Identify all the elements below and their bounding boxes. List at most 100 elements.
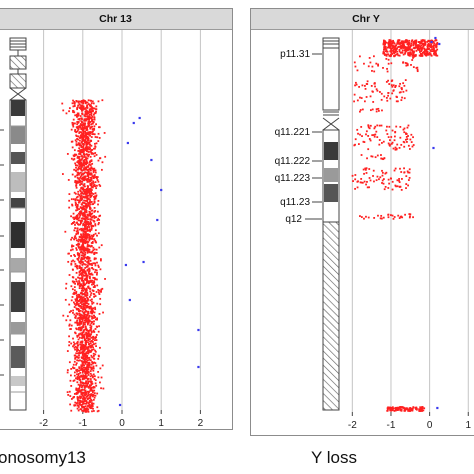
chry-data-point <box>402 82 405 85</box>
chr13-data-point <box>81 391 84 394</box>
chr13-data-point <box>90 190 93 193</box>
chr13-data-point <box>82 400 85 403</box>
chr13-data-point <box>90 228 93 231</box>
chr13-data-point <box>76 392 79 395</box>
chr13-data-point <box>89 161 91 164</box>
chr13-data-point <box>83 99 86 102</box>
chr13-data-point <box>95 184 98 187</box>
chry-data-point <box>431 50 434 53</box>
chry-data-point <box>386 133 389 135</box>
chr13-data-point <box>91 185 93 188</box>
chr13-data-point <box>79 317 82 319</box>
chr13-data-point <box>79 336 81 339</box>
chr13-data-point <box>84 190 86 193</box>
chr13-data-point <box>91 242 94 244</box>
chry-data-point <box>395 53 398 56</box>
chr13-data-point <box>91 361 93 363</box>
chr13-data-point <box>92 246 95 249</box>
chr13-data-point <box>86 261 89 263</box>
chry-data-point <box>387 178 390 181</box>
chr13-data-point <box>95 325 98 328</box>
chr13-data-point <box>89 218 92 221</box>
chr13-ideogram <box>0 37 27 411</box>
chr13-data-point <box>82 143 85 145</box>
chr13-data-point <box>85 106 88 109</box>
chry-data-point <box>367 216 370 219</box>
chr13-data-point <box>75 271 78 274</box>
chr13-data-point <box>83 407 86 410</box>
chr13-data-point <box>84 115 87 118</box>
chr13-data-point <box>94 195 96 198</box>
chr13-data-point <box>89 99 92 102</box>
chr13-data-point <box>77 276 80 279</box>
chr13-data-point <box>82 238 85 241</box>
chr13-data-point <box>77 246 80 249</box>
chr13-data-point <box>75 315 77 317</box>
chr13-data-point <box>86 251 89 254</box>
chry-data-point <box>371 134 374 137</box>
chry-data-point <box>424 41 427 43</box>
chry-data-point <box>375 62 378 65</box>
chr13-data-point <box>80 322 82 324</box>
chry-data-point <box>405 64 408 67</box>
chry-data-point <box>408 168 411 171</box>
chry-data-point <box>365 96 368 98</box>
chr13-data-point <box>74 192 77 195</box>
chry-data-point <box>365 83 368 85</box>
chry-data-point <box>381 171 384 174</box>
chr13-data-point <box>80 245 83 248</box>
chr13-data-point <box>90 172 92 175</box>
chr13-data-point <box>71 236 73 239</box>
chr13-data-point <box>76 356 79 359</box>
chr13-data-point <box>73 360 76 363</box>
chr13-data-point <box>80 316 83 319</box>
chr13-data-point <box>85 149 88 151</box>
chr13-data-point <box>97 132 100 135</box>
chry-data-point <box>385 129 388 132</box>
chry-data-point <box>373 70 376 73</box>
chr13-data-point <box>76 171 79 174</box>
chr13-data-point <box>90 315 93 318</box>
chr13-data-point <box>89 378 92 380</box>
chr13-data-point <box>84 391 87 394</box>
chr13-data-point <box>75 196 78 199</box>
chr13-data-point <box>71 123 74 126</box>
chr13-data-point <box>81 157 84 160</box>
chry-data-point <box>384 185 387 188</box>
chr13-data-point <box>86 306 89 309</box>
chry-data-point <box>408 213 411 215</box>
chr13-data-point <box>85 282 88 285</box>
chr13-data-point <box>86 314 88 317</box>
chr13-data-point <box>90 151 93 154</box>
chr13-data-point <box>87 122 90 125</box>
chr13-data-point <box>79 153 82 156</box>
chr13-data-point <box>83 108 86 110</box>
chr13-data-point <box>95 142 98 145</box>
chr13-data-point <box>89 370 92 372</box>
chr13-data-point <box>94 229 97 232</box>
chr13-data-point <box>88 116 91 119</box>
chr13-data-point <box>95 195 97 198</box>
chr13-data-point <box>76 157 79 159</box>
chry-data-point <box>361 84 364 87</box>
chr13-data-point <box>88 391 90 394</box>
chry-data-point <box>422 39 425 42</box>
chr13-data-point <box>76 347 79 349</box>
chr13-data-point <box>86 173 89 176</box>
chr13-data-point <box>80 393 83 395</box>
chr13-data-point <box>91 376 94 379</box>
chr13-data-point <box>87 380 90 383</box>
chr13-data-point <box>92 343 95 345</box>
chr13-data-point <box>89 397 92 400</box>
chr13-data-point <box>85 208 87 211</box>
chr13-data-point <box>81 239 84 242</box>
chr13-data-point <box>87 303 90 305</box>
chr13-data-point <box>99 258 102 261</box>
chr13-data-point <box>73 218 76 221</box>
chr13-data-point <box>76 257 79 260</box>
chr13-data-point <box>93 375 96 378</box>
chr13-data-point <box>86 250 89 252</box>
chr13-data-point <box>76 207 79 210</box>
chr13-data-point <box>90 322 93 325</box>
chry-data-point <box>432 41 435 44</box>
